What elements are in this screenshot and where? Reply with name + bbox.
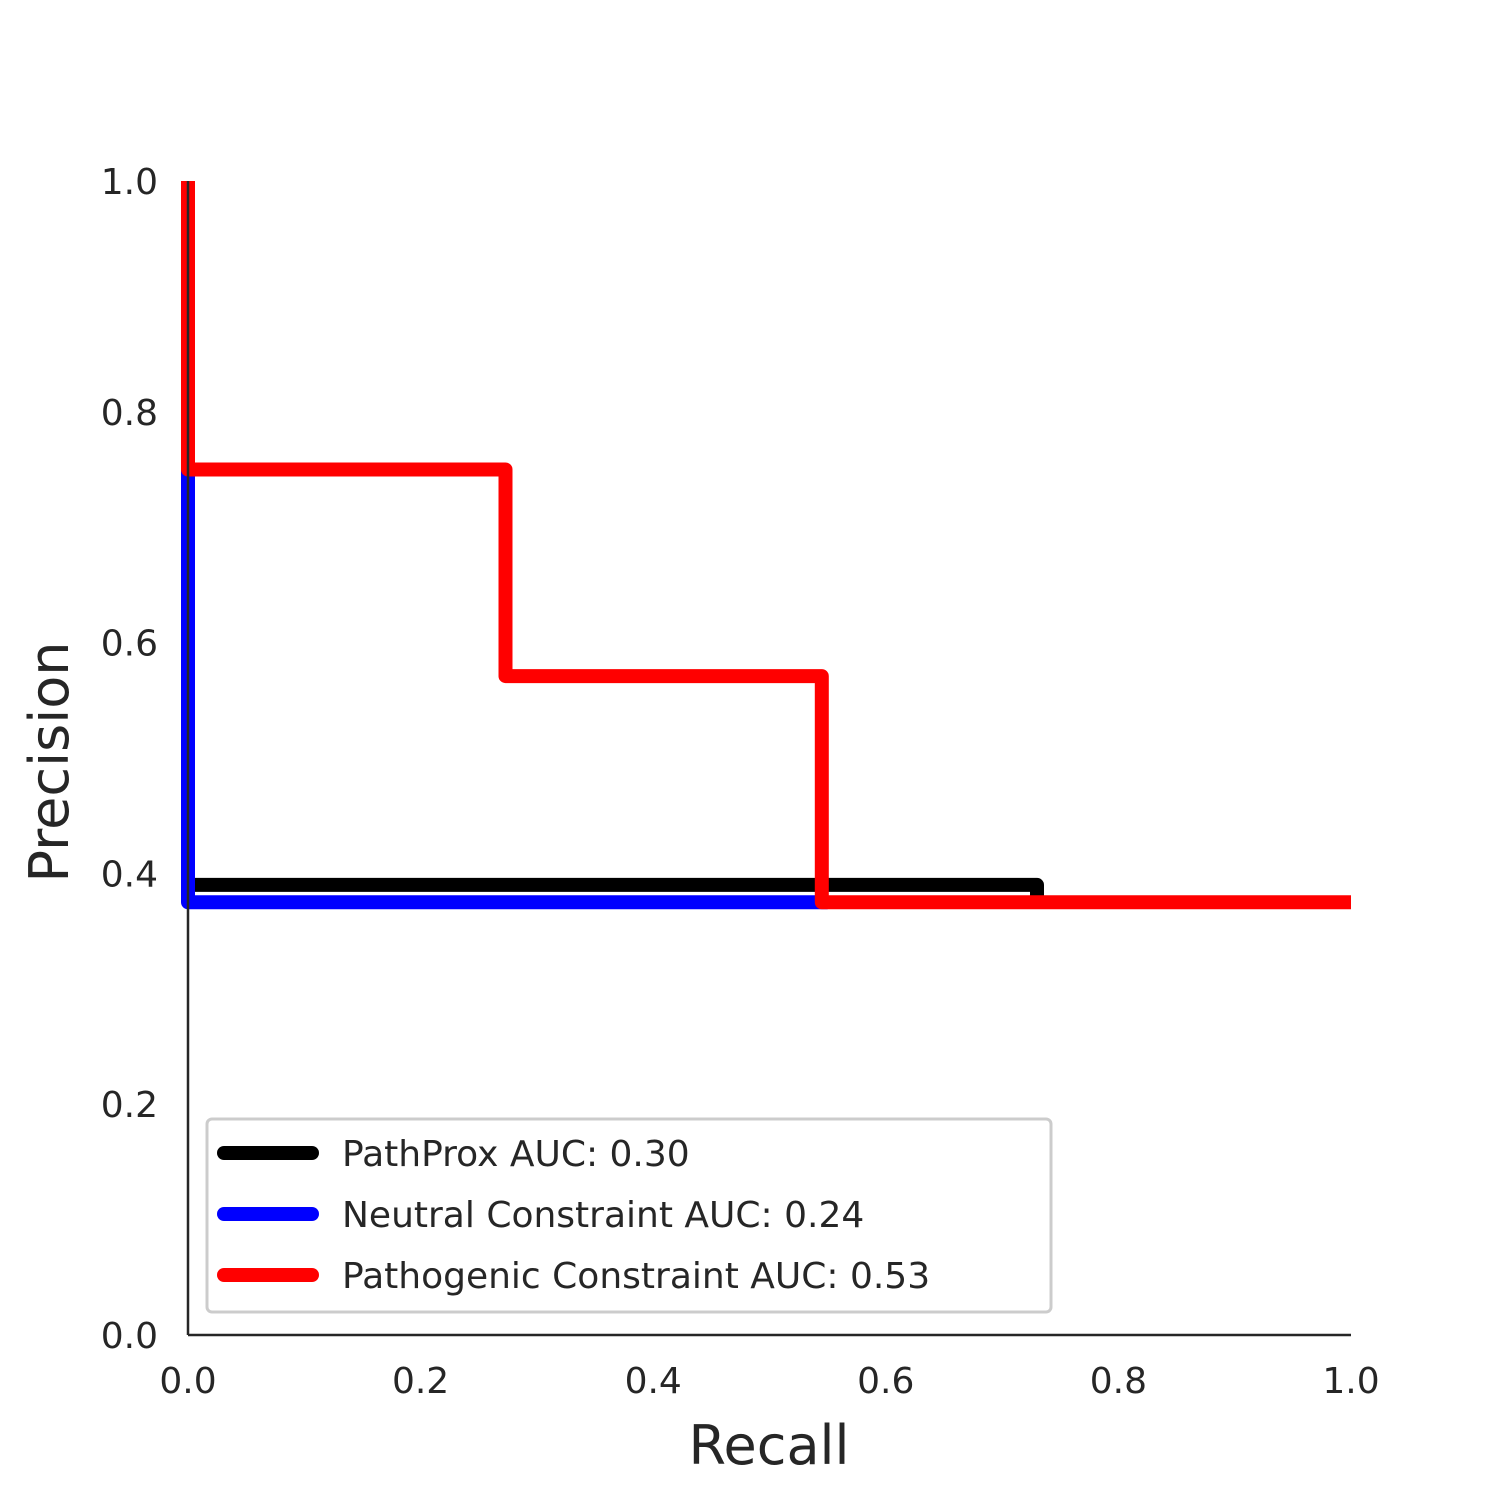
legend: PathProx AUC: 0.30 Neutral Constraint AUC… [205, 1117, 1053, 1314]
series-line-3 [181, 181, 1351, 910]
y-tick-label: 0.0 [101, 1316, 158, 1357]
y-tick-label: 1.0 [101, 162, 158, 203]
y-tick-label: 0.6 [101, 624, 158, 665]
x-tick-label: 0.6 [857, 1361, 914, 1402]
y-tick-label: 0.4 [101, 854, 158, 895]
y-tick-labels: 0.0 0.2 0.4 0.6 0.8 1.0 [101, 162, 158, 1357]
x-tick-labels: 0.0 0.2 0.4 0.6 0.8 1.0 [159, 1361, 1379, 1402]
x-axis-title: Recall [688, 1414, 849, 1477]
legend-label: PathProx AUC: 0.30 [342, 1134, 690, 1175]
y-tick-label: 0.8 [101, 393, 158, 434]
legend-frame [205, 1117, 1053, 1314]
series-layer [181, 181, 1351, 910]
legend-label: Pathogenic Constraint AUC: 0.53 [342, 1256, 930, 1297]
x-tick-label: 0.0 [159, 1361, 216, 1402]
legend-label: Neutral Constraint AUC: 0.24 [342, 1195, 864, 1236]
x-tick-label: 1.0 [1322, 1361, 1379, 1402]
x-tick-label: 0.8 [1090, 1361, 1147, 1402]
y-axis-title: Precision [18, 642, 81, 883]
y-tick-label: 0.2 [101, 1085, 158, 1126]
x-tick-label: 0.4 [625, 1361, 682, 1402]
x-tick-label: 0.2 [392, 1361, 449, 1402]
